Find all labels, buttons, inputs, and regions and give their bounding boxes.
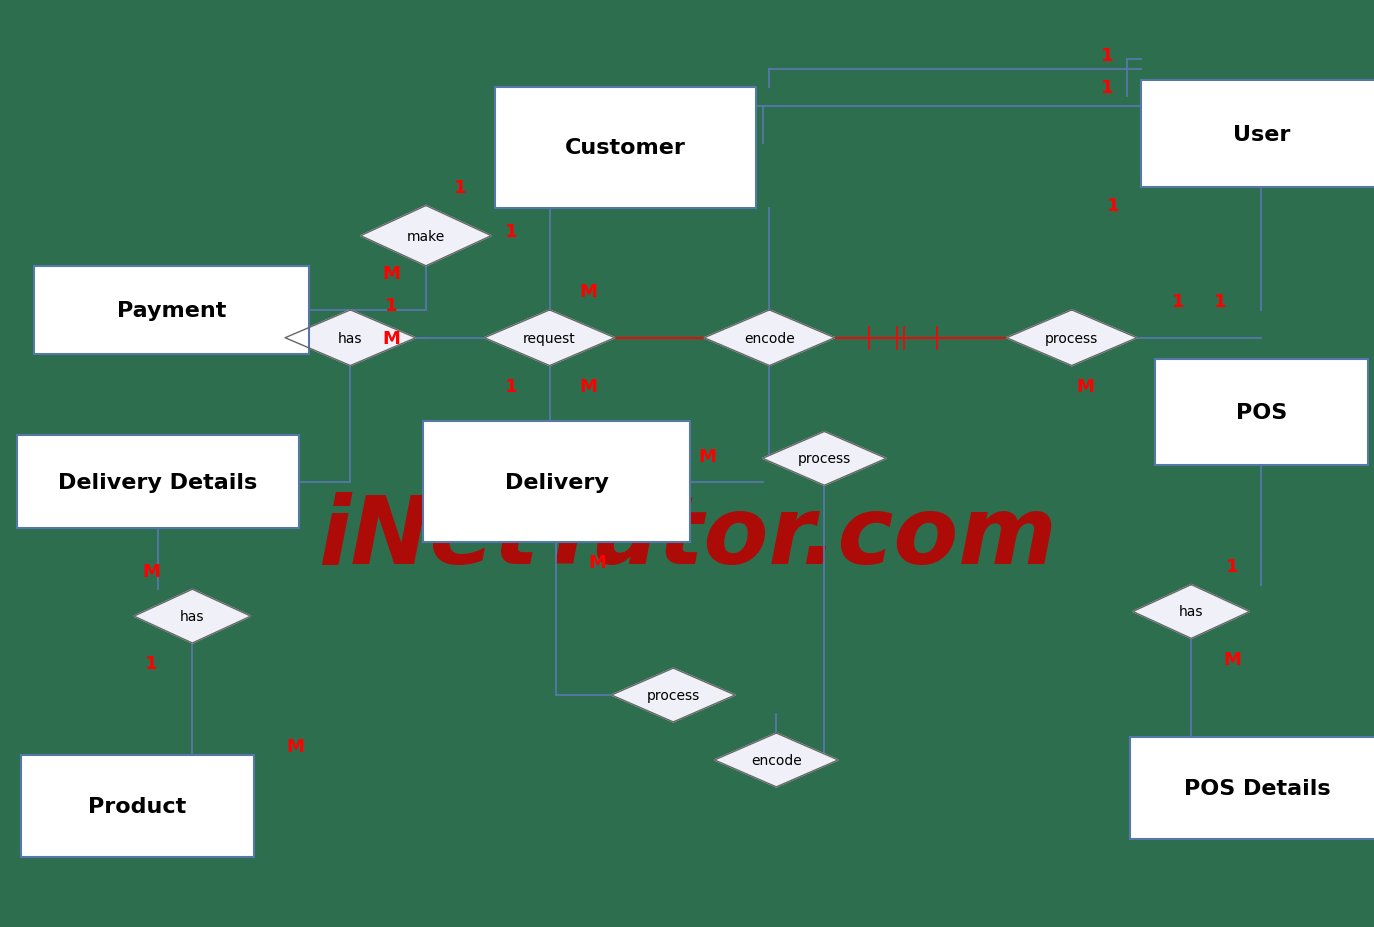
Text: Delivery: Delivery (504, 472, 609, 492)
Text: M: M (286, 737, 305, 756)
Text: 1: 1 (504, 377, 518, 396)
Text: encode: encode (745, 331, 794, 346)
Text: process: process (798, 451, 851, 466)
Text: process: process (1046, 331, 1098, 346)
Text: M: M (698, 447, 716, 465)
Text: has: has (338, 331, 363, 346)
Text: has: has (1179, 604, 1204, 619)
Text: 1: 1 (453, 179, 467, 197)
Text: 1: 1 (385, 297, 398, 315)
Text: M: M (382, 329, 401, 348)
Text: Product: Product (88, 796, 187, 817)
Text: M: M (382, 264, 401, 283)
Text: 1: 1 (1101, 79, 1113, 97)
Text: 1: 1 (1107, 197, 1120, 215)
Text: 1: 1 (1213, 292, 1227, 311)
Text: 1: 1 (504, 222, 518, 241)
Text: M: M (578, 283, 598, 301)
Polygon shape (1006, 311, 1138, 366)
Text: make: make (407, 229, 445, 244)
Text: Customer: Customer (565, 138, 686, 159)
Text: encode: encode (752, 753, 801, 768)
Text: M: M (578, 377, 598, 396)
FancyBboxPatch shape (495, 88, 756, 209)
Text: Delivery Details: Delivery Details (58, 472, 258, 492)
Text: 1: 1 (1172, 292, 1184, 311)
Polygon shape (763, 432, 886, 486)
Text: M: M (1076, 377, 1095, 396)
Text: 1: 1 (1226, 557, 1239, 576)
FancyBboxPatch shape (1129, 737, 1374, 839)
Polygon shape (714, 733, 838, 787)
Text: has: has (180, 609, 205, 624)
Text: request: request (523, 331, 576, 346)
Text: POS: POS (1235, 402, 1287, 423)
Text: POS Details: POS Details (1184, 778, 1330, 798)
FancyBboxPatch shape (1154, 359, 1367, 465)
Text: 1: 1 (144, 654, 158, 673)
Polygon shape (133, 590, 250, 643)
FancyBboxPatch shape (18, 436, 300, 528)
Text: M: M (588, 553, 607, 572)
Text: M: M (142, 562, 161, 580)
FancyBboxPatch shape (1140, 82, 1374, 187)
Polygon shape (484, 311, 614, 366)
FancyBboxPatch shape (34, 267, 309, 354)
Polygon shape (611, 668, 735, 722)
Text: User: User (1232, 124, 1290, 145)
Polygon shape (286, 311, 415, 366)
FancyBboxPatch shape (21, 756, 254, 857)
Polygon shape (703, 311, 834, 366)
Text: iNetTutor.com: iNetTutor.com (317, 491, 1057, 584)
Text: Payment: Payment (117, 300, 227, 321)
Text: 1: 1 (1101, 46, 1113, 65)
FancyBboxPatch shape (423, 422, 690, 542)
Polygon shape (1132, 585, 1249, 639)
Text: process: process (647, 688, 699, 703)
Text: M: M (1223, 650, 1242, 668)
Polygon shape (360, 207, 491, 267)
